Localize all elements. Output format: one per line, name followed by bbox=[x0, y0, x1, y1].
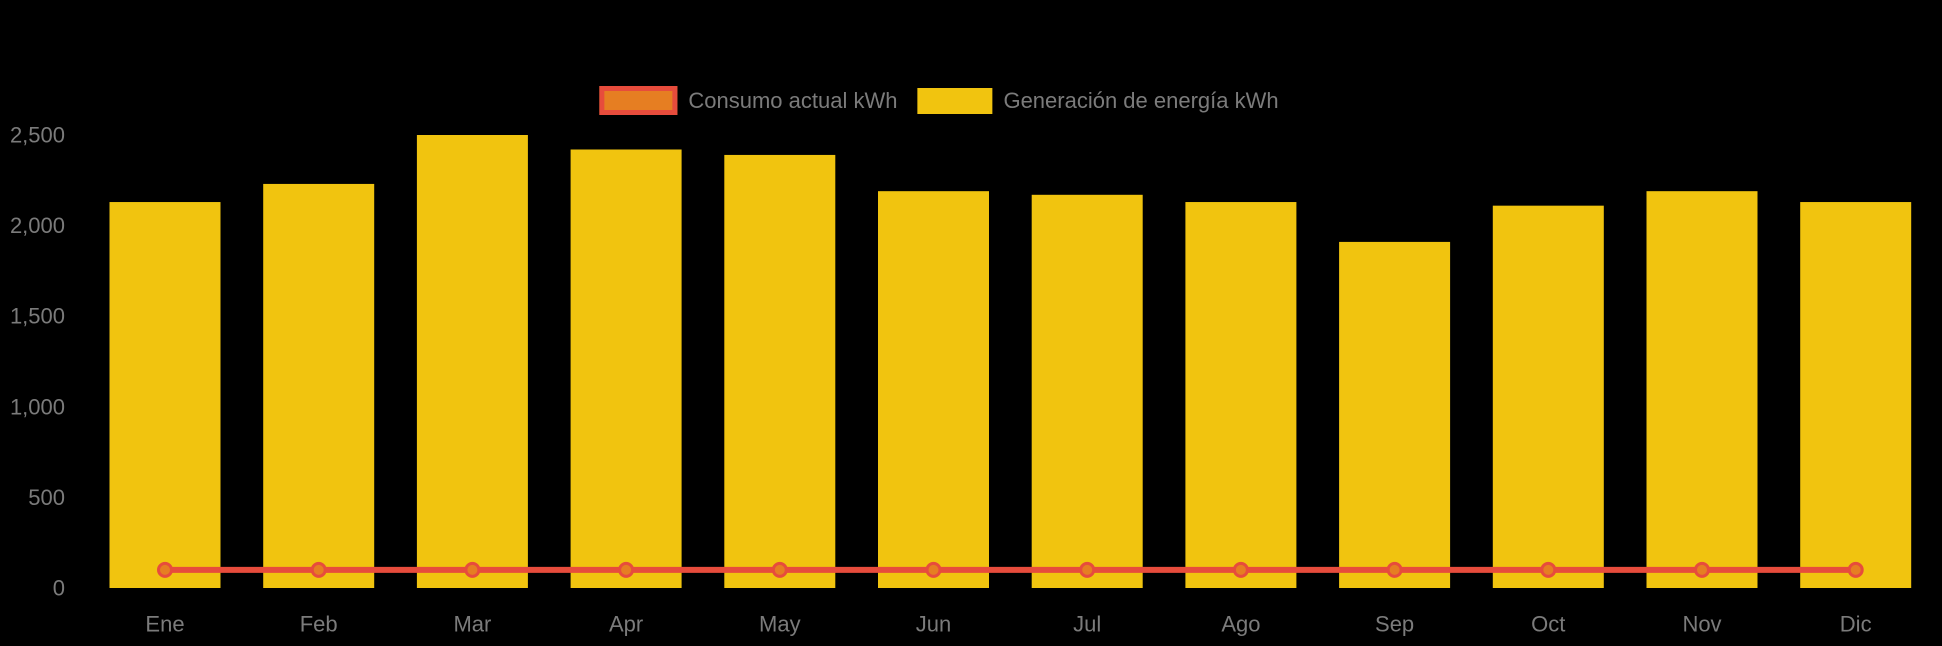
consumo-swatch-icon bbox=[599, 86, 678, 115]
x-label-nov: Nov bbox=[1682, 612, 1721, 637]
marker-oct bbox=[1540, 561, 1557, 578]
x-label-ene: Ene bbox=[145, 612, 184, 637]
x-label-sep: Sep bbox=[1375, 612, 1414, 637]
bar-ene bbox=[109, 202, 221, 588]
marker-feb bbox=[310, 561, 327, 578]
bar-may bbox=[724, 154, 836, 588]
bar-feb bbox=[263, 183, 375, 588]
legend-label-consumo: Consumo actual kWh bbox=[688, 87, 898, 113]
marker-apr bbox=[618, 561, 635, 578]
marker-jul bbox=[1079, 561, 1096, 578]
x-label-jun: Jun bbox=[916, 612, 951, 637]
y-tick-label-2000: 2,000 bbox=[10, 213, 65, 238]
x-label-jul: Jul bbox=[1073, 612, 1101, 637]
bar-ago bbox=[1185, 202, 1297, 588]
x-label-may: May bbox=[759, 612, 801, 637]
bar-mar bbox=[416, 135, 528, 588]
bar-oct bbox=[1492, 205, 1604, 588]
marker-jun bbox=[925, 561, 942, 578]
y-tick-label-500: 500 bbox=[28, 485, 65, 510]
bar-jul bbox=[1031, 194, 1143, 588]
marker-may bbox=[771, 561, 788, 578]
x-label-feb: Feb bbox=[300, 612, 338, 637]
bar-apr bbox=[570, 149, 682, 588]
legend-label-generacion: Generación de energía kWh bbox=[1003, 87, 1279, 113]
generacion-swatch-icon bbox=[917, 87, 993, 114]
bar-dic bbox=[1800, 202, 1912, 588]
bar-nov bbox=[1646, 191, 1758, 588]
bar-sep bbox=[1339, 241, 1451, 588]
x-label-mar: Mar bbox=[453, 612, 491, 637]
y-tick-label-0: 0 bbox=[53, 576, 65, 601]
legend-item-generacion[interactable]: Generación de energía kWh bbox=[917, 87, 1279, 114]
y-tick-label-1000: 1,000 bbox=[10, 394, 65, 419]
marker-sep bbox=[1386, 561, 1403, 578]
x-label-dic: Dic bbox=[1840, 612, 1872, 637]
x-label-ago: Ago bbox=[1221, 612, 1260, 637]
bar-jun bbox=[878, 191, 989, 588]
y-tick-label-2500: 2,500 bbox=[10, 123, 65, 148]
y-tick-label-1500: 1,500 bbox=[10, 304, 65, 329]
marker-ene bbox=[157, 561, 173, 578]
marker-nov bbox=[1694, 561, 1710, 578]
marker-ago bbox=[1232, 561, 1249, 578]
legend: Consumo actual kWh Generación de energía… bbox=[599, 86, 1279, 115]
marker-mar bbox=[464, 561, 481, 578]
legend-item-consumo[interactable]: Consumo actual kWh bbox=[599, 86, 897, 115]
x-label-oct: Oct bbox=[1531, 612, 1565, 637]
x-label-apr: Apr bbox=[609, 612, 643, 637]
marker-dic bbox=[1847, 561, 1864, 578]
